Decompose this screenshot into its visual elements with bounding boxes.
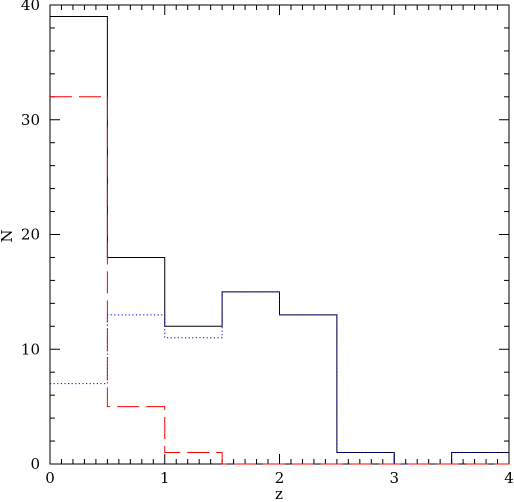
series-layer	[50, 15, 509, 465]
x-axis-label: z	[275, 485, 283, 502]
y-tick-label: 10	[21, 340, 40, 358]
y-tick-label: 0	[30, 455, 40, 473]
x-tick-label: 3	[389, 469, 399, 487]
y-tick-label: 30	[21, 111, 40, 129]
series-solid-line	[50, 15, 509, 465]
x-tick-label: 0	[45, 469, 55, 487]
y-tick-label: 40	[21, 0, 40, 14]
series-dotted-line	[50, 291, 509, 465]
series-dashed-line	[50, 96, 509, 465]
axis-ticks	[49, 4, 510, 465]
x-tick-label: 1	[160, 469, 170, 487]
x-tick-label: 4	[504, 469, 514, 487]
y-tick-label: 20	[21, 226, 40, 244]
y-axis-label: N	[0, 229, 16, 242]
plot-frame	[49, 4, 510, 465]
x-tick-label: 2	[275, 469, 285, 487]
